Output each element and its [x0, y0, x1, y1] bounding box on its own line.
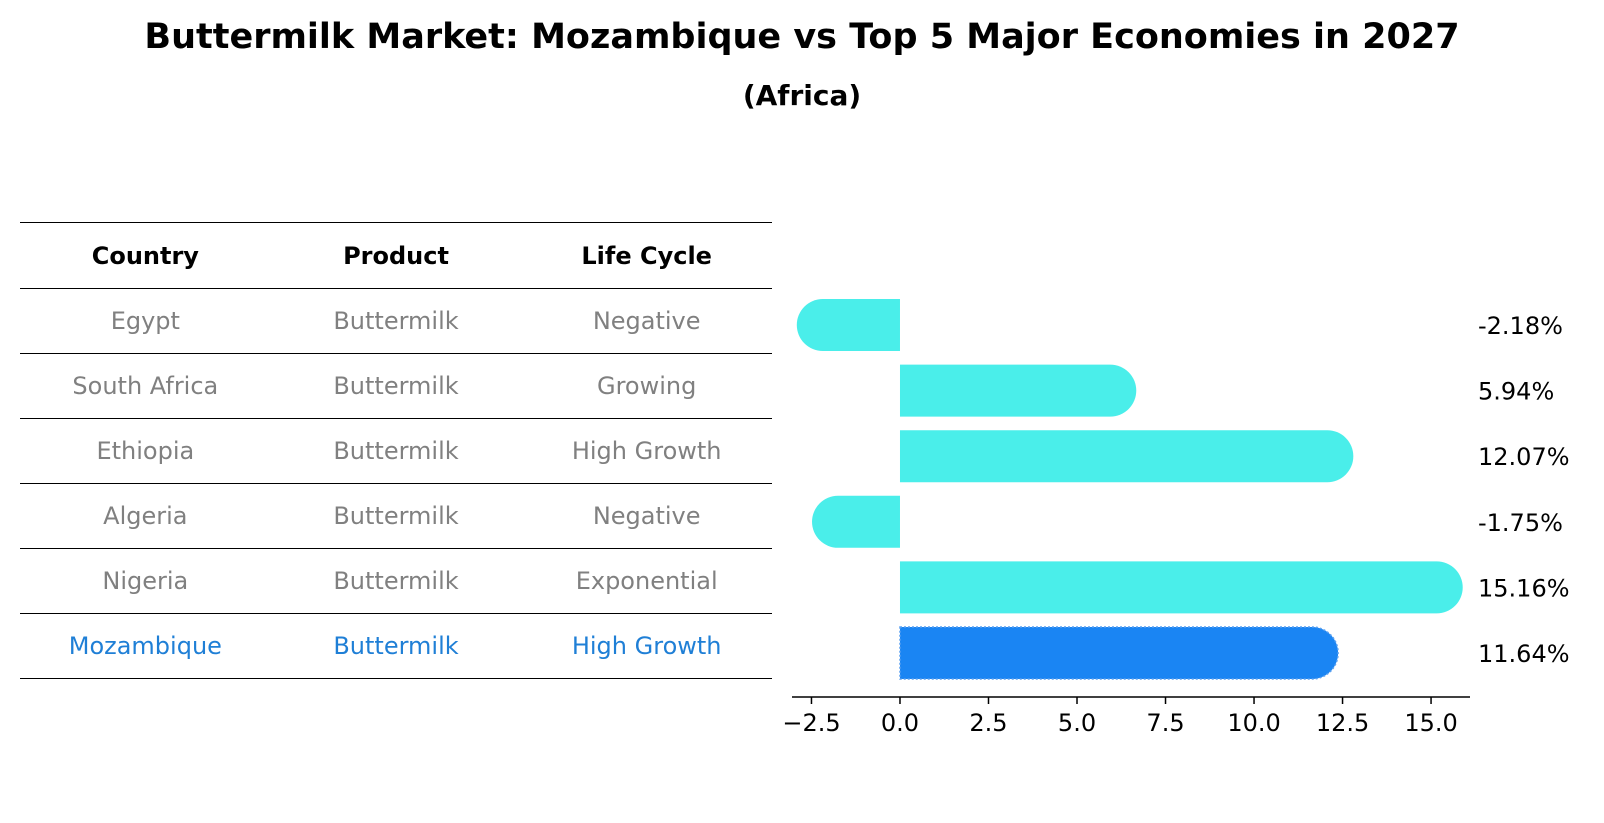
x-tick-label: 7.5	[1146, 709, 1184, 737]
product-cell: Buttermilk	[333, 632, 459, 660]
product-cell: Buttermilk	[333, 502, 459, 530]
table-header-row: Country Product Life Cycle	[20, 222, 772, 289]
country-cell: Ethiopia	[96, 437, 195, 465]
product-cell: Buttermilk	[333, 372, 459, 400]
value-label: -2.18%	[1478, 312, 1563, 340]
table-row-highlighted: Mozambique Buttermilk High Growth	[20, 614, 772, 679]
value-label: 5.94%	[1478, 378, 1554, 406]
life-cycle-cell: Negative	[592, 307, 701, 335]
value-label: -1.75%	[1478, 509, 1563, 537]
x-tick-label: 0.0	[881, 709, 919, 737]
value-label: 11.64%	[1478, 640, 1570, 668]
bar	[899, 364, 1137, 417]
header-product: Product	[343, 241, 449, 270]
country-cell: Mozambique	[68, 632, 222, 660]
product-cell: Buttermilk	[333, 567, 459, 595]
x-tick-label: 15.0	[1404, 709, 1457, 737]
table-row: Algeria Buttermilk Negative	[20, 484, 772, 549]
life-cycle-cell: Exponential	[575, 567, 718, 595]
header-life-cycle: Life Cycle	[581, 241, 712, 270]
country-cell: South Africa	[72, 372, 219, 400]
table-row: Nigeria Buttermilk Exponential	[20, 549, 772, 614]
x-tick-label: −2.5	[782, 709, 840, 737]
value-label: 12.07%	[1478, 443, 1570, 471]
x-tick-label: 10.0	[1227, 709, 1280, 737]
life-cycle-cell: High Growth	[571, 437, 722, 465]
product-cell: Buttermilk	[333, 437, 459, 465]
bar-highlighted	[899, 626, 1339, 680]
table-row: South Africa Buttermilk Growing	[20, 354, 772, 419]
bar	[899, 561, 1463, 614]
country-table: Country Product Life Cycle Egypt Butterm…	[20, 222, 772, 679]
table-row: Ethiopia Buttermilk High Growth	[20, 419, 772, 484]
life-cycle-cell: Negative	[592, 502, 701, 530]
bar	[899, 430, 1354, 483]
life-cycle-cell: High Growth	[571, 632, 722, 660]
table-row: Egypt Buttermilk Negative	[20, 289, 772, 354]
country-cell: Nigeria	[102, 567, 189, 595]
country-cell: Egypt	[110, 307, 180, 335]
x-tick-label: 12.5	[1316, 709, 1369, 737]
x-tick-label: 5.0	[1058, 709, 1096, 737]
header-country: Country	[91, 241, 199, 270]
country-cell: Algeria	[103, 502, 188, 530]
bar	[812, 495, 900, 548]
value-label: 15.16%	[1478, 574, 1570, 602]
life-cycle-cell: Growing	[596, 372, 697, 400]
bar	[796, 299, 900, 351]
product-cell: Buttermilk	[333, 307, 459, 335]
x-tick-label: 2.5	[969, 709, 1007, 737]
chart-subtitle: (Africa)	[742, 79, 862, 112]
chart-title: Buttermilk Market: Mozambique vs Top 5 M…	[144, 17, 1460, 57]
